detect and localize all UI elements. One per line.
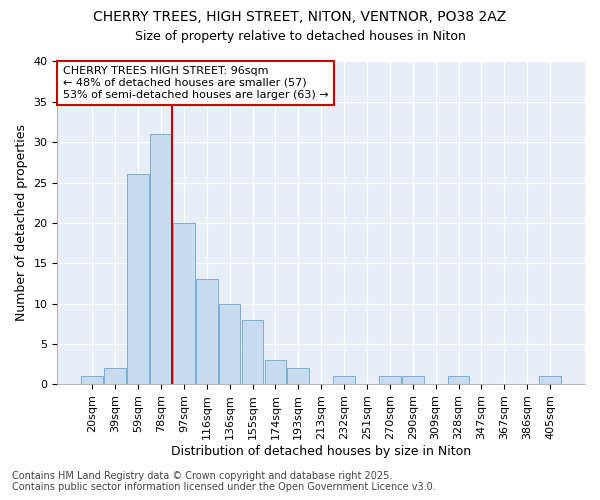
Text: Contains HM Land Registry data © Crown copyright and database right 2025.
Contai: Contains HM Land Registry data © Crown c… <box>12 471 436 492</box>
X-axis label: Distribution of detached houses by size in Niton: Distribution of detached houses by size … <box>171 444 471 458</box>
Bar <box>150 134 172 384</box>
Bar <box>196 280 218 384</box>
Bar <box>448 376 469 384</box>
Bar <box>402 376 424 384</box>
Bar <box>127 174 149 384</box>
Bar <box>82 376 103 384</box>
Text: CHERRY TREES, HIGH STREET, NITON, VENTNOR, PO38 2AZ: CHERRY TREES, HIGH STREET, NITON, VENTNO… <box>94 10 506 24</box>
Bar <box>242 320 263 384</box>
Bar <box>173 223 195 384</box>
Text: CHERRY TREES HIGH STREET: 96sqm
← 48% of detached houses are smaller (57)
53% of: CHERRY TREES HIGH STREET: 96sqm ← 48% of… <box>62 66 328 100</box>
Bar <box>379 376 401 384</box>
Bar <box>219 304 241 384</box>
Bar <box>287 368 309 384</box>
Y-axis label: Number of detached properties: Number of detached properties <box>15 124 28 322</box>
Bar <box>104 368 126 384</box>
Bar <box>265 360 286 384</box>
Text: Size of property relative to detached houses in Niton: Size of property relative to detached ho… <box>134 30 466 43</box>
Bar <box>539 376 561 384</box>
Bar <box>333 376 355 384</box>
